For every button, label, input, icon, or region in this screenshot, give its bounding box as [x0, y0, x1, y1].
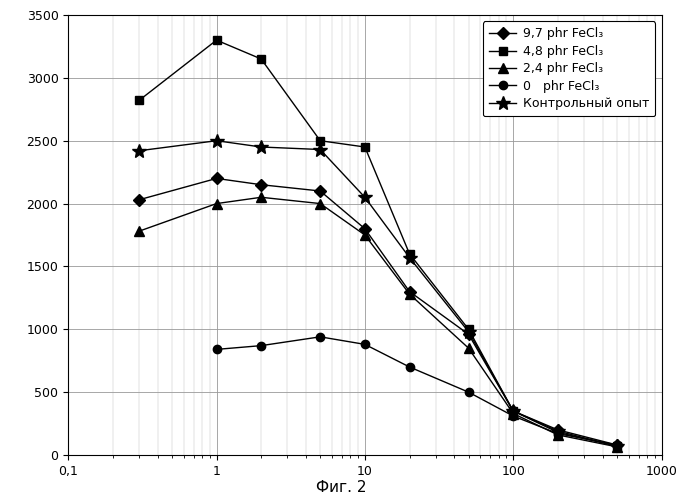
2,4 phr FeCl₃	[464, 345, 473, 351]
Контрольный опыт	[405, 254, 413, 260]
9,7 phr FeCl₃	[405, 288, 413, 294]
9,7 phr FeCl₃	[135, 197, 143, 203]
Контрольный опыт	[613, 443, 621, 449]
0   phr FeCl₃	[257, 342, 265, 348]
0   phr FeCl₃	[613, 442, 621, 448]
9,7 phr FeCl₃	[361, 226, 369, 232]
4,8 phr FeCl₃	[509, 408, 517, 414]
Line: Контрольный опыт: Контрольный опыт	[132, 134, 624, 453]
2,4 phr FeCl₃	[135, 228, 143, 234]
Text: Фиг. 2: Фиг. 2	[316, 480, 366, 495]
9,7 phr FeCl₃	[554, 427, 562, 433]
Контрольный опыт	[212, 138, 220, 143]
0   phr FeCl₃	[316, 334, 325, 340]
Контрольный опыт	[554, 428, 562, 434]
Line: 0   phr FeCl₃: 0 phr FeCl₃	[212, 332, 621, 449]
Контрольный опыт	[464, 329, 473, 335]
9,7 phr FeCl₃	[613, 442, 621, 448]
2,4 phr FeCl₃	[554, 432, 562, 438]
2,4 phr FeCl₃	[212, 200, 220, 206]
0   phr FeCl₃	[554, 430, 562, 436]
9,7 phr FeCl₃	[257, 182, 265, 188]
2,4 phr FeCl₃	[316, 200, 325, 206]
0   phr FeCl₃	[509, 413, 517, 419]
0   phr FeCl₃	[464, 389, 473, 395]
Контрольный опыт	[257, 144, 265, 150]
2,4 phr FeCl₃	[613, 444, 621, 450]
4,8 phr FeCl₃	[257, 56, 265, 62]
Контрольный опыт	[316, 146, 325, 152]
Line: 4,8 phr FeCl₃: 4,8 phr FeCl₃	[135, 36, 621, 451]
4,8 phr FeCl₃	[613, 443, 621, 449]
4,8 phr FeCl₃	[405, 251, 413, 257]
0   phr FeCl₃	[361, 342, 369, 347]
0   phr FeCl₃	[212, 346, 220, 352]
4,8 phr FeCl₃	[212, 37, 220, 43]
9,7 phr FeCl₃	[212, 176, 220, 182]
Legend: 9,7 phr FeCl₃, 4,8 phr FeCl₃, 2,4 phr FeCl₃, 0   phr FeCl₃, Контрольный опыт: 9,7 phr FeCl₃, 4,8 phr FeCl₃, 2,4 phr Fe…	[483, 21, 655, 116]
2,4 phr FeCl₃	[361, 232, 369, 238]
0   phr FeCl₃	[405, 364, 413, 370]
4,8 phr FeCl₃	[554, 430, 562, 436]
Контрольный опыт	[509, 408, 517, 414]
9,7 phr FeCl₃	[509, 408, 517, 414]
4,8 phr FeCl₃	[464, 326, 473, 332]
4,8 phr FeCl₃	[135, 98, 143, 103]
4,8 phr FeCl₃	[316, 138, 325, 143]
Line: 9,7 phr FeCl₃: 9,7 phr FeCl₃	[135, 174, 621, 449]
Line: 2,4 phr FeCl₃: 2,4 phr FeCl₃	[134, 192, 622, 452]
Контрольный опыт	[135, 148, 143, 154]
2,4 phr FeCl₃	[257, 194, 265, 200]
2,4 phr FeCl₃	[509, 410, 517, 416]
Контрольный опыт	[361, 194, 369, 200]
9,7 phr FeCl₃	[316, 188, 325, 194]
2,4 phr FeCl₃	[405, 291, 413, 297]
9,7 phr FeCl₃	[464, 332, 473, 338]
4,8 phr FeCl₃	[361, 144, 369, 150]
